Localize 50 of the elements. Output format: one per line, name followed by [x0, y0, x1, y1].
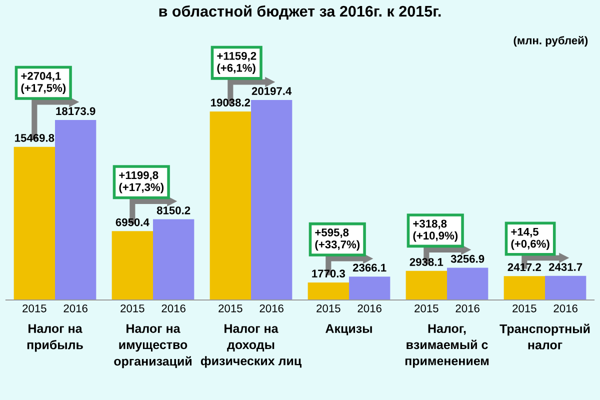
- annotation: +595,8 (+33,7%): [315, 228, 360, 251]
- data-label: 3256.9: [450, 254, 484, 263]
- x-tick-label: Налог на доходы физических лиц: [200, 324, 302, 368]
- text: +2704,1 (+17,5%): [21, 72, 66, 94]
- bar: [112, 231, 153, 300]
- bar: [545, 276, 586, 300]
- data-label: 2431.7: [548, 263, 582, 271]
- text: +1159,2 (+6,1%): [217, 52, 256, 74]
- data-label: 20197.4: [252, 87, 292, 96]
- bar: [406, 270, 447, 300]
- data-label: 8150.2: [156, 206, 190, 214]
- annotation: +14,5 (+0,6%): [511, 228, 550, 250]
- data-label: 2417.2: [508, 263, 541, 271]
- series-label: 2015: [22, 304, 46, 312]
- x-tick-label: Акцизы: [326, 324, 372, 336]
- x-tick-label: Транспортный налог: [500, 324, 590, 350]
- data-label: 18173.9: [56, 107, 96, 116]
- text: 2016: [358, 304, 382, 312]
- bar: [55, 120, 96, 300]
- text: 2016: [554, 304, 578, 312]
- bar: [504, 276, 545, 300]
- text: 2015: [316, 304, 340, 312]
- chart-title: в областной бюджет за 2016г. к 2015г.: [159, 5, 441, 20]
- data-label: 2366.1: [352, 264, 386, 272]
- text: (млн. рублей): [514, 36, 588, 47]
- bar: [447, 268, 488, 300]
- annotation: +1199,8 (+17,3%): [119, 171, 164, 194]
- bar: [153, 219, 194, 300]
- annotation: +318,8 (+10,9%): [413, 220, 458, 242]
- text: 2015: [414, 304, 438, 312]
- data-label: 19038.2: [211, 98, 250, 107]
- series-label: 2016: [64, 304, 88, 312]
- x-tick-label: Налог на прибыль: [27, 324, 83, 352]
- x-tick-label: Налог на имущество организаций: [114, 324, 192, 368]
- data-label: 6950.4: [116, 218, 150, 226]
- text: 2015: [218, 304, 242, 312]
- data-label: 15469.8: [15, 134, 54, 142]
- text: 2015: [512, 304, 536, 312]
- bar: [210, 111, 251, 300]
- text: 2016: [162, 304, 186, 312]
- data-label: 1770.3: [312, 270, 346, 278]
- text: 2016: [260, 304, 284, 312]
- bar: [308, 282, 349, 300]
- bar: [349, 276, 390, 300]
- text: 2015: [120, 304, 144, 312]
- data-label: 2938.1: [410, 258, 444, 266]
- text: 2016: [456, 304, 480, 312]
- bar: [251, 100, 292, 300]
- x-tick-label: Налог, взимаемый с применением: [405, 324, 489, 368]
- bar: [14, 146, 55, 300]
